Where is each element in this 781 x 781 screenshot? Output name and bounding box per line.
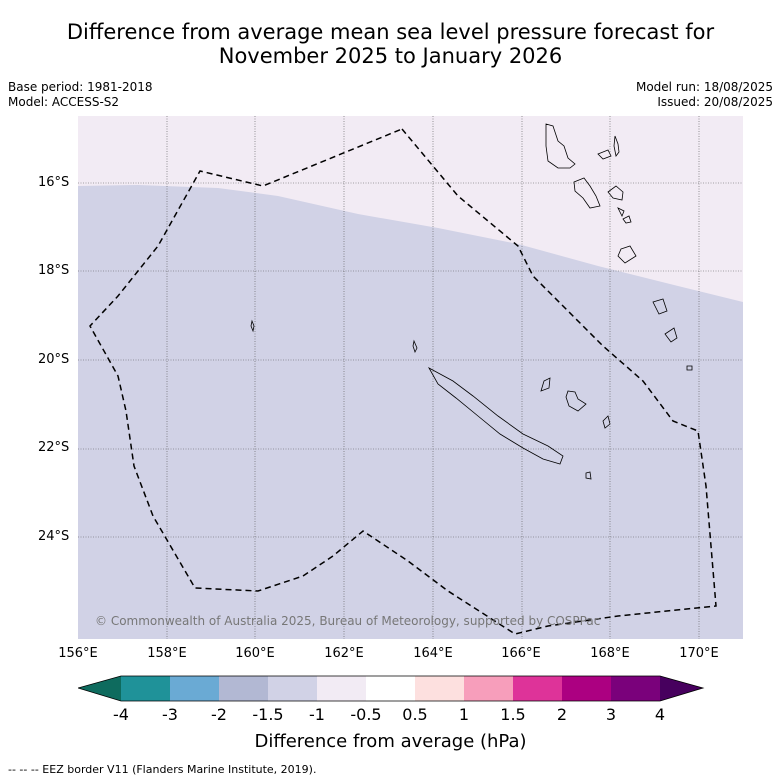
eez-footnote: -- -- -- EEZ border V11 (Flanders Marine…	[8, 763, 317, 776]
colorbar-tick: -3	[162, 705, 178, 724]
colorbar-swatch	[317, 676, 366, 701]
lon-tick-158e: 158°E	[147, 646, 187, 661]
colorbar-tick: -4	[113, 705, 129, 724]
lon-tick-166e: 166°E	[501, 646, 541, 661]
graticule	[78, 116, 743, 639]
colorbar-swatch	[366, 676, 415, 701]
pentecost-coast	[613, 135, 620, 157]
colorbar	[76, 674, 705, 708]
colorbar-label: Difference from average (hPa)	[254, 731, 527, 752]
colorbar-tick: -2	[211, 705, 227, 724]
anomaly-region-mid	[78, 116, 743, 302]
chart-title: Difference from average mean sea level p…	[0, 20, 781, 68]
colorbar-tick: -1	[309, 705, 325, 724]
mare-coast	[602, 415, 611, 429]
colorbar-swatch	[562, 676, 611, 701]
colorbar-extend-high	[660, 676, 703, 701]
lon-tick-170e: 170°E	[679, 646, 719, 661]
colorbar-tick: -1.5	[252, 705, 284, 724]
shepherd-islands-coast	[622, 215, 632, 224]
maewo-coast	[597, 149, 612, 160]
colorbar-swatch	[170, 676, 219, 701]
lon-tick-156e: 156°E	[58, 646, 98, 661]
eez-border	[89, 128, 717, 635]
colorbar-tick: 1.5	[500, 705, 526, 724]
efate-coast	[617, 245, 637, 264]
colorbar-swatch	[513, 676, 562, 701]
colorbar-tick: 4	[654, 705, 666, 724]
lat-tick-20s: 20°S	[38, 352, 70, 367]
model-run-text: Model run: 18/08/2025	[635, 80, 773, 94]
malakula-coast	[573, 177, 601, 209]
lat-tick-22s: 22°S	[38, 440, 70, 455]
title-line-2: November 2025 to January 2026	[218, 44, 563, 68]
map-panel	[78, 116, 743, 639]
lat-tick-24s: 24°S	[38, 529, 70, 544]
lon-tick-168e: 168°E	[590, 646, 630, 661]
colorbar-tick: 2	[556, 705, 568, 724]
model-text: Model: ACCESS-S2	[8, 95, 120, 109]
aneityum-coast	[686, 365, 693, 371]
colorbar-swatch	[415, 676, 464, 701]
loyalty-islands-coast	[565, 390, 587, 412]
coastlines	[250, 123, 693, 480]
lon-tick-164e: 164°E	[413, 646, 453, 661]
lon-tick-162e: 162°E	[324, 646, 364, 661]
colorbar-swatch	[464, 676, 513, 701]
meta-left: Base period: 1981-2018 Model: ACCESS-S2	[8, 80, 153, 110]
ambrym-coast	[607, 185, 624, 201]
lifou-coast	[540, 377, 551, 392]
colorbar-extend-low	[78, 676, 121, 701]
title-line-1: Difference from average mean sea level p…	[66, 20, 715, 44]
colorbar-swatch	[611, 676, 660, 701]
colorbar-swatches	[76, 675, 705, 702]
tanna-coast	[664, 327, 678, 343]
isle-of-pines-coast	[585, 471, 592, 480]
issued-text: Issued: 20/08/2025	[657, 95, 773, 109]
erromango-coast	[652, 298, 668, 315]
lat-tick-18s: 18°S	[38, 263, 70, 278]
copyright-credit: © Commonwealth of Australia 2025, Bureau…	[95, 614, 601, 628]
meta-right: Model run: 18/08/2025 Issued: 20/08/2025	[636, 80, 773, 110]
colorbar-swatch	[268, 676, 317, 701]
colorbar-tick: 0.5	[402, 705, 428, 724]
colorbar-swatch	[121, 676, 170, 701]
espiritu-santo-coast	[545, 123, 576, 169]
colorbar-swatch	[219, 676, 268, 701]
colorbar-tick: -0.5	[350, 705, 382, 724]
base-period-text: Base period: 1981-2018	[8, 80, 153, 94]
map-canvas	[78, 116, 743, 639]
new-caledonia-coast	[427, 366, 564, 465]
epi-coast	[617, 207, 625, 217]
colorbar-tick: 1	[458, 705, 470, 724]
chesterfield-coast	[250, 319, 255, 333]
belep-islands-coast	[412, 339, 418, 354]
lat-tick-16s: 16°S	[38, 175, 70, 190]
colorbar-outline	[76, 675, 705, 702]
lon-tick-160e: 160°E	[235, 646, 275, 661]
colorbar-tick: 3	[605, 705, 617, 724]
